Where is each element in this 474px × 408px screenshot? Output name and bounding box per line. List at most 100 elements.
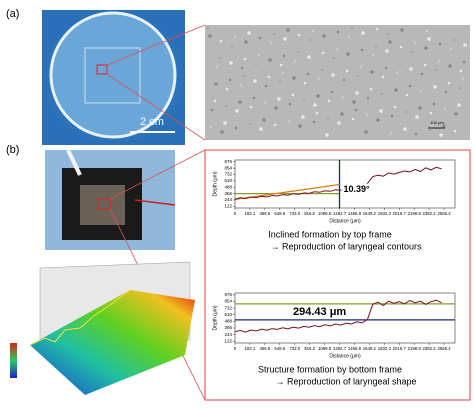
cell [318,78,320,80]
cell [420,90,422,92]
cell [282,72,284,74]
cell [411,51,413,53]
cell [273,33,275,35]
y-axis-label: Depth (μm) [212,305,218,330]
x-tick-label: 0 [234,211,237,216]
cell [219,57,221,59]
cell [223,121,227,125]
cell [379,109,383,113]
roi [97,198,111,210]
cell [439,133,443,137]
frame [84,47,141,104]
cell [355,91,359,95]
wire [134,199,176,206]
cell [394,88,398,92]
annotation: 10.39° [344,184,371,194]
x-tick-label: 2382.2 [423,346,437,351]
cell [307,55,311,59]
cell [316,94,320,98]
cell [210,108,214,112]
cell [375,27,379,31]
cell [292,76,296,80]
caption: Inclined formation by top frame [268,229,392,239]
cell [462,78,464,80]
y-tick-label: 854 [224,165,232,170]
roi [96,64,108,75]
cell [312,120,316,124]
cell [270,42,272,44]
cell [294,60,296,62]
cell [330,90,334,94]
cell [231,45,233,47]
cell [384,66,388,70]
cell [432,102,436,106]
cell [385,49,389,53]
cell [336,48,338,50]
cell [400,28,404,32]
cell [279,63,283,67]
cell [376,118,380,122]
cell [297,33,301,37]
cell [303,99,305,101]
cell [216,66,218,68]
cell [220,130,224,134]
cell [387,33,389,35]
cell [360,48,364,52]
cell [342,78,346,82]
cell [252,96,256,100]
cell [346,52,350,56]
cell [433,85,437,89]
cell [264,84,268,88]
cell [283,37,287,41]
cell [418,106,422,110]
cell [258,54,260,56]
cell [372,54,374,56]
cell [325,133,329,137]
cell [208,34,212,38]
cell [366,114,368,116]
micrograph [205,25,470,140]
cell [312,30,314,32]
cell [213,99,217,103]
cell [322,34,326,38]
cell [253,79,257,83]
cell [462,60,466,64]
cell [264,102,266,104]
cell [354,108,358,112]
cell [438,42,442,46]
cell [301,115,305,119]
cell [327,99,331,103]
micro-scale-text: 100 μm [430,120,444,125]
cell [235,109,239,113]
cell [331,73,335,77]
cell [234,36,236,38]
cell [457,103,461,107]
cell [225,105,227,107]
cell [243,75,245,77]
cell [403,127,407,131]
annotation-bg [290,304,358,319]
x-tick-label: 733.0 [289,346,300,351]
x-tick-label: 183.1 [245,211,256,216]
x-tick-label: 2198.8 [408,346,422,351]
cell [448,64,452,68]
cell [321,51,325,55]
cell [258,36,262,40]
y-tick-label: 610 [224,178,232,183]
cell [390,114,394,118]
cell [286,28,290,32]
x-axis-label: Distance (μm) [329,353,361,359]
x-tick-label: 1649.2 [363,346,377,351]
y-tick-label: 122 [224,204,232,209]
cell [268,58,272,62]
annotation: 294.43 μm [293,306,346,318]
cell [444,90,448,94]
x-tick-label: 1465.8 [348,211,362,216]
cell [279,81,281,83]
cell [381,93,383,95]
cell [420,72,424,76]
panel-label: (a) [6,8,19,20]
cell [273,123,277,127]
cell [396,72,398,74]
